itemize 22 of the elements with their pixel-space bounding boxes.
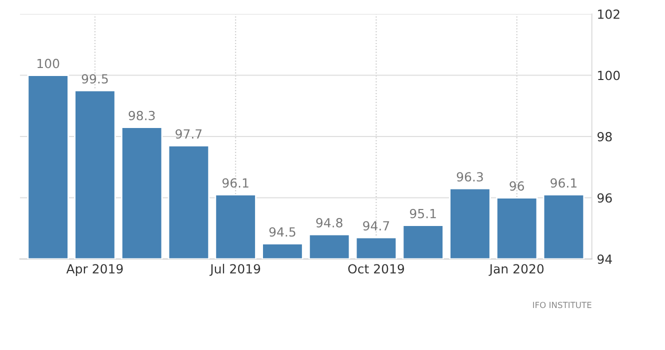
data-label: 96	[510, 181, 524, 191]
x-tick-label: Jan 2020	[488, 264, 544, 276]
data-label: 100	[38, 58, 60, 68]
y-tick-label: 94	[598, 254, 612, 264]
data-label: 99.5	[82, 74, 108, 84]
data-label: 96.1	[222, 178, 248, 188]
x-tick-label: Apr 2019	[66, 264, 123, 276]
text: IFO INSTITUTE	[533, 302, 592, 308]
data-label: 96.3	[456, 172, 483, 182]
data-label: 94.5	[269, 227, 296, 237]
x-tick-label: Oct 2019	[348, 264, 404, 274]
data-label: 96.1	[550, 178, 576, 188]
data-label: 95.1	[410, 208, 436, 218]
y-tick-label: 96	[598, 193, 612, 203]
y-tick-label: 98	[598, 132, 612, 142]
x-tick-label: Jul 2019	[210, 264, 260, 276]
y-tick-label: 102	[598, 9, 620, 19]
data-label: 94.7	[363, 221, 390, 231]
data-label: 97.7	[176, 129, 202, 139]
data-label: 94.8	[316, 218, 342, 228]
data-label: 98.3	[128, 110, 155, 120]
y-tick-label: 100	[598, 70, 620, 80]
